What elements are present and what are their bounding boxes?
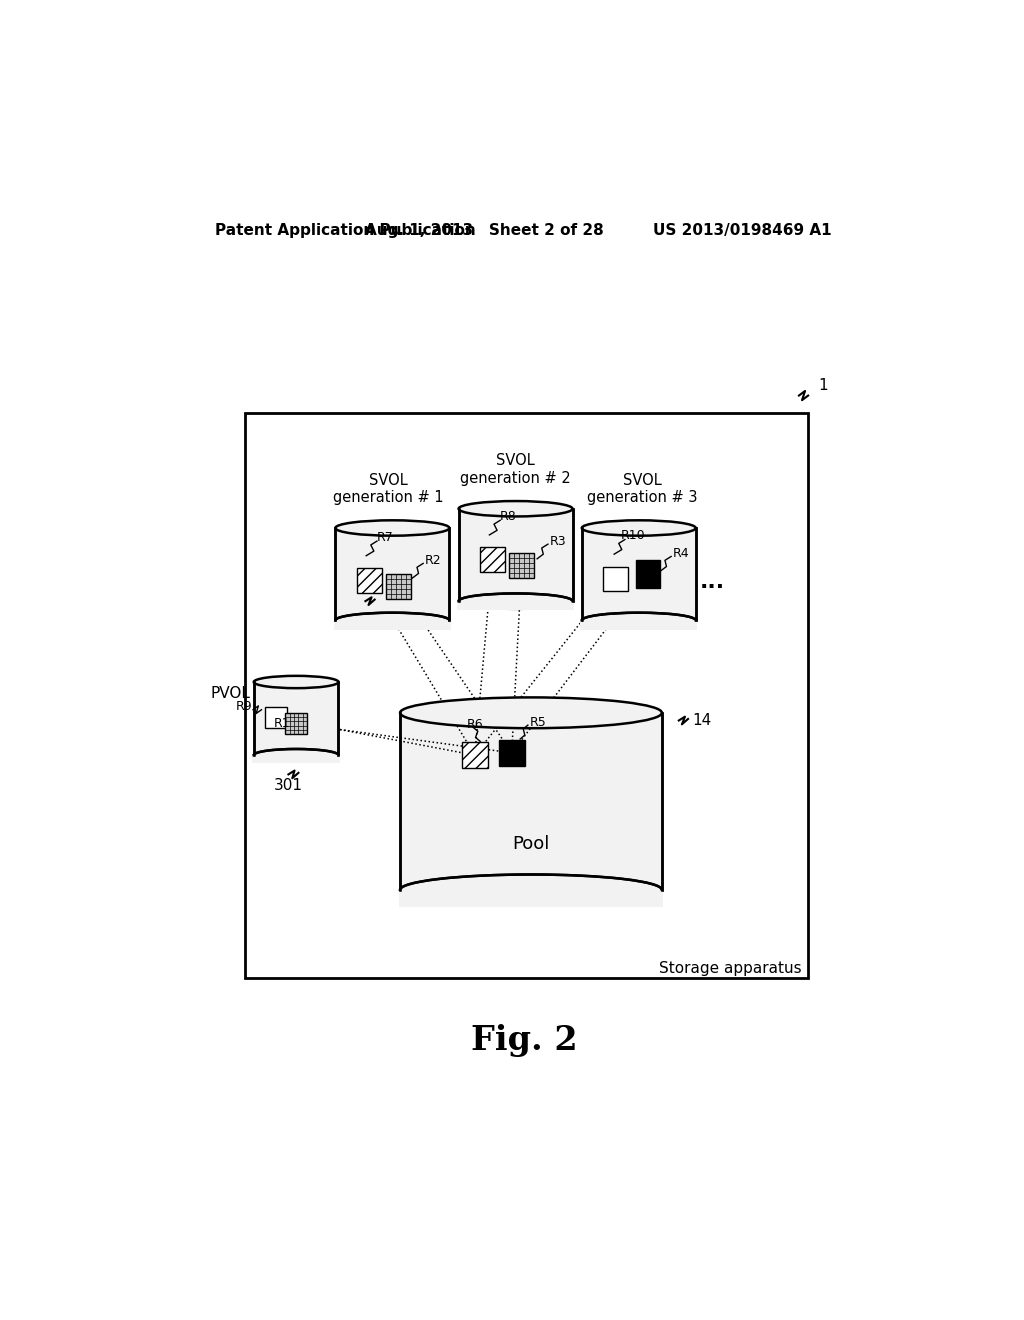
Polygon shape (581, 620, 697, 630)
Polygon shape (457, 601, 574, 610)
Bar (462, 742, 487, 768)
Text: R7: R7 (376, 531, 393, 544)
Polygon shape (459, 508, 572, 601)
Ellipse shape (336, 520, 450, 536)
Text: 15: 15 (342, 594, 361, 609)
Text: SVOL
generation # 2: SVOL generation # 2 (460, 453, 571, 486)
Text: SVOL
generation # 1: SVOL generation # 1 (333, 473, 443, 506)
Text: Patent Application Publication: Patent Application Publication (215, 223, 476, 238)
Text: R6: R6 (467, 718, 483, 731)
Bar (499, 739, 524, 766)
Text: R8: R8 (500, 510, 516, 523)
Bar (603, 566, 628, 591)
Ellipse shape (459, 502, 572, 516)
Text: SVOL
generation # 3: SVOL generation # 3 (588, 473, 698, 506)
Bar (386, 574, 411, 599)
Ellipse shape (400, 697, 662, 729)
Text: ...: ... (700, 572, 725, 591)
Polygon shape (400, 713, 662, 890)
Ellipse shape (400, 875, 662, 906)
Text: R4: R4 (673, 546, 689, 560)
Bar (245, 413, 808, 978)
Ellipse shape (254, 748, 339, 762)
Text: R1: R1 (273, 717, 290, 730)
Bar (357, 568, 382, 593)
Ellipse shape (582, 612, 695, 628)
Polygon shape (582, 528, 695, 620)
Text: 14: 14 (692, 713, 712, 729)
Text: Aug. 1, 2013   Sheet 2 of 28: Aug. 1, 2013 Sheet 2 of 28 (366, 223, 604, 238)
Polygon shape (398, 890, 664, 907)
Text: R5: R5 (529, 715, 546, 729)
Polygon shape (336, 528, 450, 620)
Text: R10: R10 (621, 529, 645, 543)
Polygon shape (334, 620, 451, 630)
Bar (480, 548, 505, 572)
Text: US 2013/0198469 A1: US 2013/0198469 A1 (652, 223, 831, 238)
Bar (286, 713, 307, 734)
Ellipse shape (582, 520, 695, 536)
Text: 1: 1 (818, 378, 827, 393)
Polygon shape (252, 755, 340, 763)
Text: R2: R2 (425, 554, 441, 566)
Text: R9: R9 (236, 700, 252, 713)
Bar (509, 553, 535, 578)
Text: PVOL: PVOL (210, 686, 250, 701)
Polygon shape (254, 682, 339, 755)
Ellipse shape (459, 594, 572, 609)
Text: Fig. 2: Fig. 2 (471, 1023, 579, 1056)
Text: Storage apparatus: Storage apparatus (659, 961, 802, 975)
Text: 301: 301 (273, 779, 303, 793)
Ellipse shape (254, 676, 339, 688)
Text: R3: R3 (550, 535, 566, 548)
Text: Pool: Pool (512, 834, 550, 853)
Ellipse shape (336, 612, 450, 628)
Bar (265, 706, 287, 729)
Bar (636, 561, 660, 589)
